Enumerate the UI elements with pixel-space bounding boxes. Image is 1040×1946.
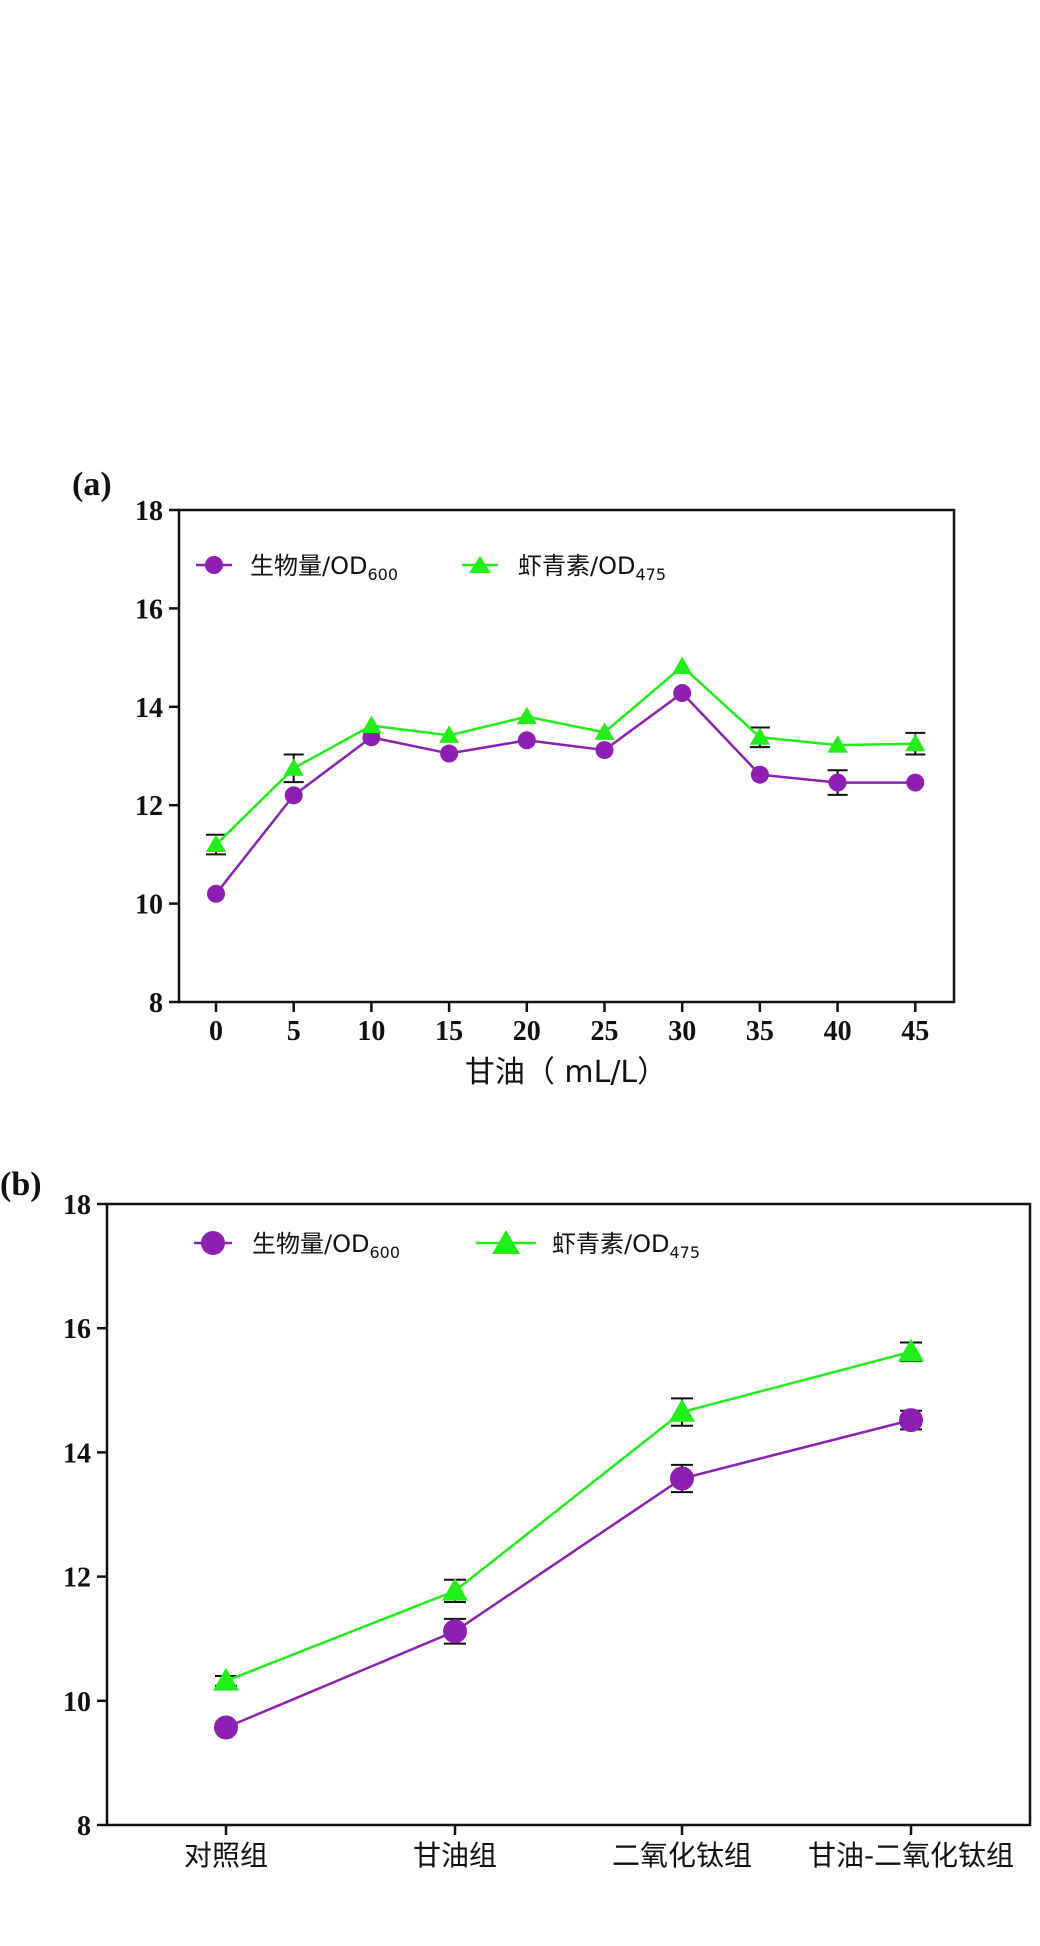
- panel-a-legend-astaxanthin: 虾青素/OD475: [462, 552, 666, 584]
- astaxanthin-point: [283, 758, 304, 776]
- y-tick-label: 8: [77, 1811, 91, 1842]
- y-tick-label: 10: [63, 1687, 91, 1718]
- panel-a-legend-biomass: 生物量/OD600: [196, 552, 398, 584]
- biomass-line: [215, 691, 916, 895]
- panel-a-x-axis: 0 5 10 15 20 25 30 35 40 45: [209, 1002, 929, 1047]
- legend-subscript-biomass: 600: [369, 1243, 400, 1262]
- x-tick-label: 20: [513, 1016, 541, 1047]
- biomass-point: [214, 1715, 238, 1740]
- biomass-point: [670, 1466, 694, 1491]
- legend-subscript-astaxanthin: 475: [669, 1243, 700, 1262]
- astaxanthin-line: [225, 1350, 912, 1683]
- x-tick-label: 对照组: [184, 1839, 268, 1872]
- y-tick-label: 8: [149, 988, 163, 1019]
- y-tick-label: 10: [135, 890, 163, 921]
- panel-b-legend-biomass: 生物量/OD600: [194, 1230, 400, 1262]
- panel-a-y-axis: 8 10 12 14 16 18: [135, 496, 179, 1019]
- astaxanthin-point: [898, 1338, 924, 1362]
- astaxanthin-point: [749, 727, 770, 745]
- panel-a-label: (a): [72, 466, 112, 503]
- panel-a-plot-frame: [177, 508, 956, 1004]
- y-tick-label: 16: [63, 1314, 91, 1345]
- panel-a-series-lines: [215, 664, 916, 895]
- biomass-point: [207, 884, 225, 903]
- legend-circle-marker: [205, 556, 223, 574]
- y-tick-label: 14: [135, 693, 163, 724]
- panel-a-x-axis-title: 甘油（ mL/L）: [465, 1055, 667, 1090]
- x-tick-label: 甘油组: [413, 1839, 497, 1872]
- biomass-point: [750, 765, 769, 784]
- panel-a-legend: 生物量/OD600 虾青素/OD475: [196, 552, 666, 584]
- astaxanthin-point: [827, 735, 848, 753]
- legend-subscript-astaxanthin: 475: [635, 565, 666, 584]
- y-tick-label: 18: [63, 1190, 91, 1221]
- biomass-point: [906, 773, 925, 792]
- svg-text:生物量/OD600: 生物量/OD600: [252, 1230, 400, 1262]
- legend-label-astaxanthin: 虾青素/OD: [518, 552, 635, 580]
- biomass-point: [899, 1408, 923, 1433]
- x-tick-label: 二氧化钛组: [612, 1839, 752, 1872]
- astaxanthin-point: [905, 733, 926, 752]
- panel-b-legend: 生物量/OD600 虾青素/OD475: [194, 1230, 700, 1262]
- astaxanthin-point: [669, 1399, 695, 1422]
- y-tick-label: 12: [63, 1563, 91, 1594]
- y-tick-label: 18: [135, 496, 163, 527]
- x-tick-label: 10: [357, 1016, 385, 1047]
- biomass-point: [673, 684, 692, 703]
- panel-a-markers: [206, 656, 926, 903]
- legend-triangle-marker: [469, 556, 491, 573]
- astaxanthin-point: [672, 656, 693, 674]
- y-tick-label: 14: [63, 1438, 91, 1469]
- panel-a-error-bars: [206, 726, 926, 856]
- panel-b-markers: [213, 1338, 924, 1740]
- svg-text:虾青素/OD475: 虾青素/OD475: [552, 1230, 700, 1262]
- astaxanthin-point: [442, 1577, 468, 1601]
- panel-b-x-axis: 对照组 甘油组 二氧化钛组 甘油-二氧化钛组: [184, 1825, 1014, 1872]
- x-tick-label: 0: [209, 1016, 223, 1047]
- panel-b-error-bars: [215, 1341, 922, 1687]
- biomass-point: [440, 744, 459, 763]
- x-tick-label: 5: [287, 1016, 301, 1047]
- astaxanthin-point: [594, 722, 615, 740]
- panel-b-series-lines: [225, 1350, 912, 1729]
- panel-b-label: (b): [0, 1166, 42, 1203]
- svg-text:生物量/OD600: 生物量/OD600: [250, 552, 398, 584]
- biomass-point: [828, 773, 847, 792]
- legend-label-biomass: 生物量/OD: [252, 1230, 369, 1258]
- y-tick-label: 16: [135, 594, 163, 625]
- legend-label-biomass: 生物量/OD: [250, 552, 367, 580]
- biomass-line: [225, 1418, 912, 1729]
- legend-circle-marker: [201, 1231, 225, 1255]
- x-tick-label: 15: [435, 1016, 463, 1047]
- biomass-point: [517, 731, 536, 750]
- biomass-point: [443, 1619, 467, 1644]
- x-tick-label: 45: [901, 1016, 929, 1047]
- x-tick-label: 35: [746, 1016, 774, 1047]
- x-tick-label: 25: [591, 1016, 619, 1047]
- x-tick-label: 甘油-二氧化钛组: [808, 1839, 1014, 1872]
- astaxanthin-point: [213, 1667, 239, 1691]
- x-tick-label: 30: [668, 1016, 696, 1047]
- panel-a: (a) 8 10 12 14 16 18 0 5 10 15 20 25 30 35 40 45 甘油（ m…: [72, 466, 956, 1090]
- y-tick-label: 12: [135, 791, 163, 822]
- panel-b-legend-astaxanthin: 虾青素/OD475: [476, 1230, 700, 1262]
- astaxanthin-line: [215, 664, 916, 846]
- panel-b-y-axis: 8 10 12 14 16 18: [63, 1190, 107, 1842]
- svg-text:虾青素/OD475: 虾青素/OD475: [518, 552, 666, 584]
- astaxanthin-point: [439, 725, 460, 743]
- x-tick-label: 40: [824, 1016, 852, 1047]
- panel-b-plot-frame: [105, 1202, 1032, 1827]
- astaxanthin-point: [361, 715, 382, 733]
- legend-label-astaxanthin: 虾青素/OD: [552, 1230, 669, 1258]
- legend-triangle-marker: [492, 1230, 520, 1254]
- biomass-point: [595, 741, 614, 760]
- panel-b: (b) 8 10 12 14 16 18 对照组 甘油组 二氧化钛组 甘油-二氧化钛组 生物量/…: [0, 1166, 1032, 1872]
- legend-subscript-biomass: 600: [367, 565, 398, 584]
- astaxanthin-point: [516, 706, 537, 725]
- astaxanthin-point: [206, 834, 226, 853]
- biomass-point: [284, 786, 303, 805]
